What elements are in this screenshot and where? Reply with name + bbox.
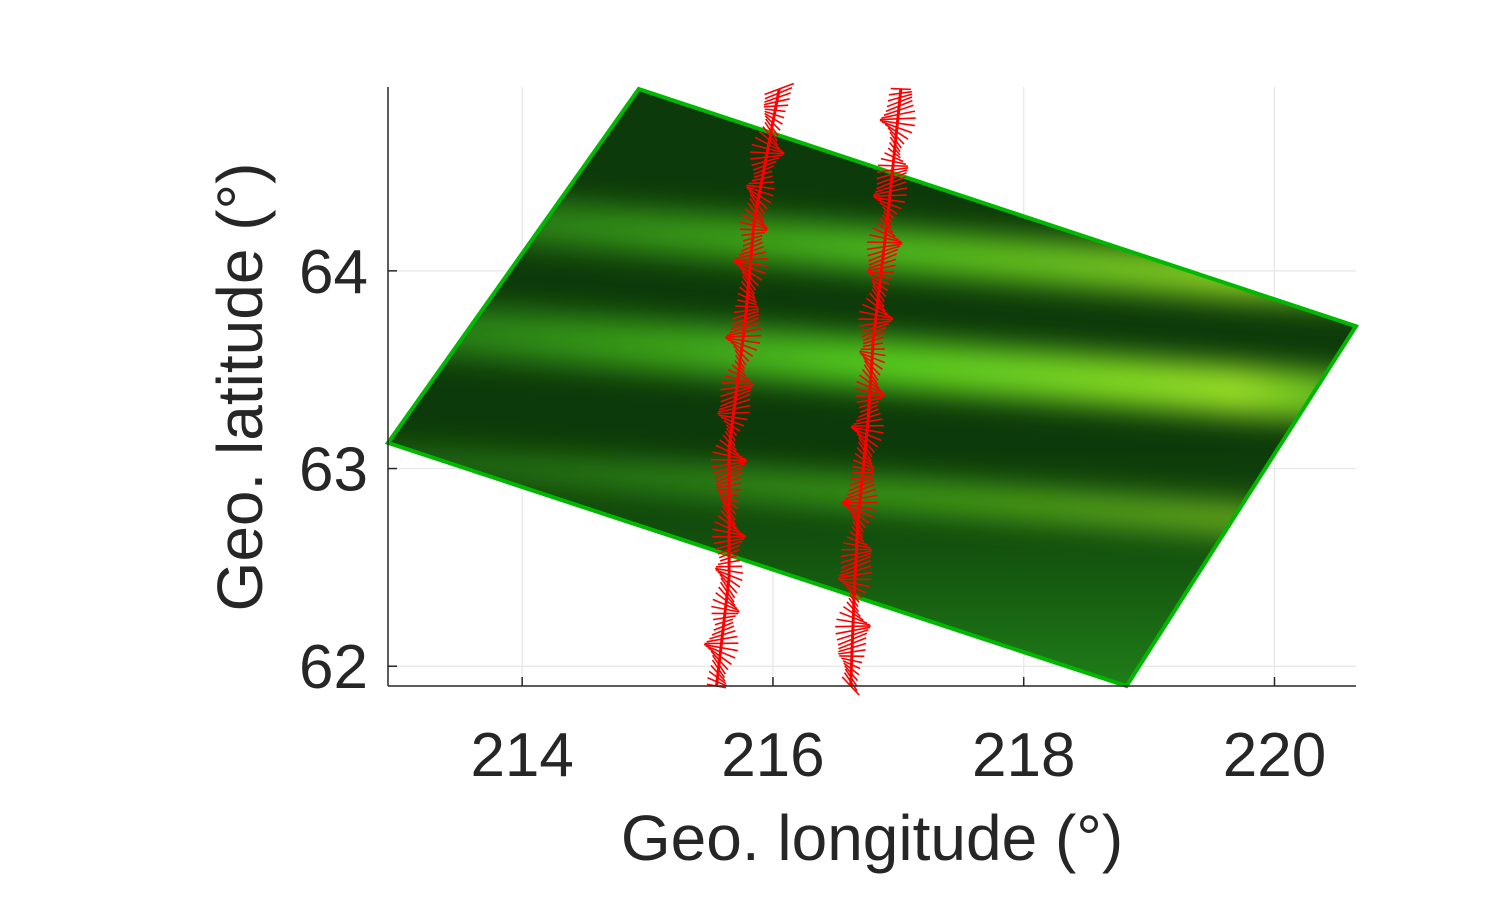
y-axis-label: Geo. latitude (°)	[204, 163, 276, 612]
y-tick-label: 64	[299, 238, 368, 307]
x-tick-label: 220	[1223, 721, 1326, 790]
x-tick-label: 214	[470, 721, 573, 790]
x-tick-label: 216	[721, 721, 824, 790]
x-axis-label: Geo. longitude (°)	[621, 802, 1123, 874]
y-tick-label: 63	[299, 436, 368, 505]
x-tick-label: 218	[972, 721, 1075, 790]
y-tick-label: 62	[299, 633, 368, 702]
